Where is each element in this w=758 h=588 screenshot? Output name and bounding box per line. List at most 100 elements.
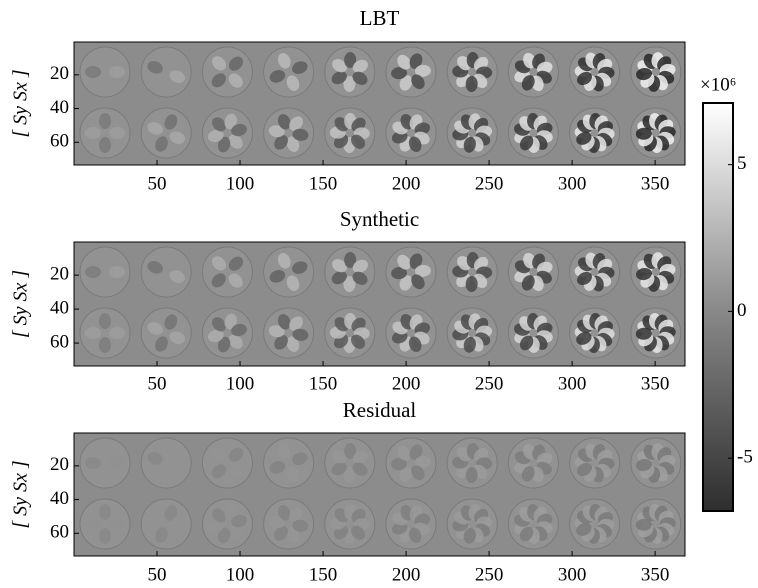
lobe bbox=[351, 525, 366, 540]
pattern-disc bbox=[324, 246, 376, 298]
lobe bbox=[465, 275, 478, 292]
lobe bbox=[268, 516, 285, 529]
lobe bbox=[399, 466, 413, 482]
lobe bbox=[109, 66, 125, 78]
pattern-disc bbox=[201, 107, 253, 159]
lobe bbox=[343, 75, 356, 92]
colorbar-tick-label: 5 bbox=[737, 153, 747, 174]
x-tick-label: 350 bbox=[641, 564, 670, 585]
lobe bbox=[465, 466, 478, 483]
pattern-disc bbox=[201, 307, 253, 359]
pattern-disc bbox=[79, 107, 131, 159]
y-axis-label: [ Sy Sx ] bbox=[10, 460, 32, 528]
y-tick-label: 60 bbox=[50, 522, 69, 543]
y-axis-label: [ Sy Sx ] bbox=[10, 69, 32, 137]
lobe bbox=[85, 518, 101, 530]
pattern-disc bbox=[201, 46, 253, 98]
pattern-disc bbox=[263, 307, 315, 359]
disc bbox=[140, 107, 192, 159]
pattern-disc bbox=[263, 107, 315, 159]
x-tick-label: 100 bbox=[226, 373, 255, 394]
lobe bbox=[274, 335, 288, 350]
lobe bbox=[331, 271, 347, 285]
lobe bbox=[99, 504, 111, 520]
lobe bbox=[635, 518, 652, 531]
disc bbox=[201, 46, 253, 98]
lobe bbox=[399, 275, 413, 291]
x-tick-label: 250 bbox=[475, 173, 504, 194]
lobe bbox=[397, 54, 411, 70]
disc bbox=[201, 437, 253, 489]
lobe bbox=[155, 527, 168, 543]
x-tick-label: 150 bbox=[309, 373, 338, 394]
lobe bbox=[521, 75, 535, 91]
lobe bbox=[224, 313, 237, 330]
pattern-disc bbox=[140, 437, 192, 489]
lobe bbox=[635, 127, 652, 140]
colorbar-tick-label: -5 bbox=[737, 447, 753, 468]
lobe bbox=[211, 317, 227, 332]
panel-title: Synthetic bbox=[340, 207, 419, 231]
x-tick-label: 50 bbox=[148, 564, 167, 585]
lobe bbox=[292, 328, 309, 341]
lobe bbox=[397, 254, 411, 270]
y-tick-label: 20 bbox=[50, 263, 69, 284]
x-tick-label: 150 bbox=[309, 173, 338, 194]
lobe bbox=[352, 271, 368, 285]
lobe bbox=[411, 274, 425, 290]
disc bbox=[140, 498, 192, 550]
pattern-disc bbox=[446, 46, 498, 98]
lobe bbox=[217, 336, 231, 353]
pattern-disc bbox=[507, 46, 559, 98]
lobe bbox=[277, 314, 291, 330]
lobe bbox=[344, 252, 357, 269]
pattern-disc bbox=[630, 498, 682, 550]
y-axis-label: [ Sy Sx ] bbox=[10, 270, 32, 338]
disc bbox=[263, 46, 315, 98]
lobe bbox=[207, 329, 224, 343]
x-tick-label: 350 bbox=[641, 173, 670, 194]
y-tick-label: 40 bbox=[50, 488, 69, 509]
pattern-disc bbox=[630, 437, 682, 489]
lobe bbox=[331, 71, 347, 85]
lobe bbox=[85, 457, 101, 469]
lobe bbox=[414, 64, 431, 77]
lobe bbox=[164, 114, 178, 130]
lobe bbox=[147, 60, 163, 74]
x-tick-label: 50 bbox=[148, 373, 167, 394]
disc bbox=[79, 246, 131, 298]
lobe bbox=[147, 260, 163, 274]
pattern-disc bbox=[569, 107, 621, 159]
lobe bbox=[109, 266, 125, 278]
pattern-disc bbox=[79, 307, 131, 359]
lobe bbox=[274, 135, 288, 150]
disc bbox=[385, 498, 437, 550]
lobe bbox=[109, 518, 125, 530]
lobe bbox=[414, 264, 431, 277]
lobe bbox=[231, 514, 247, 528]
lobe bbox=[352, 71, 368, 85]
lobe bbox=[224, 504, 237, 521]
lobe bbox=[409, 53, 423, 69]
pattern-disc bbox=[630, 246, 682, 298]
lobe bbox=[268, 125, 285, 138]
lobe bbox=[521, 275, 535, 291]
lobe bbox=[286, 336, 300, 352]
lobe bbox=[99, 113, 111, 129]
x-tick-label: 200 bbox=[392, 173, 421, 194]
pattern-disc bbox=[263, 498, 315, 550]
lobe bbox=[85, 66, 101, 78]
lobe bbox=[519, 135, 534, 151]
lobe bbox=[211, 56, 227, 71]
lobe bbox=[352, 259, 368, 273]
disc bbox=[507, 246, 559, 298]
lobe bbox=[576, 131, 592, 145]
pattern-disc bbox=[324, 107, 376, 159]
lobe bbox=[147, 512, 163, 526]
lobe bbox=[576, 522, 592, 536]
lobe bbox=[351, 334, 366, 349]
lobe bbox=[332, 59, 348, 73]
lobe bbox=[343, 466, 356, 483]
lobe bbox=[343, 275, 356, 292]
pattern-disc bbox=[201, 437, 253, 489]
